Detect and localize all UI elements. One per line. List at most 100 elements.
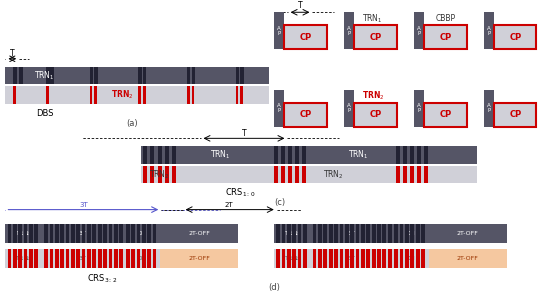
Text: A
P: A P bbox=[487, 103, 490, 113]
Bar bbox=[142, 224, 146, 243]
Bar bbox=[87, 249, 91, 268]
Bar bbox=[93, 224, 96, 243]
Text: 2T-OFF: 2T-OFF bbox=[456, 231, 478, 236]
Bar bbox=[303, 224, 307, 243]
Bar bbox=[5, 224, 42, 243]
Text: DBS: DBS bbox=[36, 109, 54, 118]
Bar bbox=[5, 249, 42, 268]
Bar bbox=[13, 67, 17, 84]
Bar bbox=[281, 166, 284, 183]
Bar bbox=[284, 103, 327, 127]
Text: TRN$_1$: TRN$_1$ bbox=[284, 229, 301, 238]
Bar bbox=[405, 249, 409, 268]
Bar bbox=[383, 224, 386, 243]
Bar bbox=[143, 86, 146, 104]
Bar bbox=[143, 67, 146, 84]
Bar bbox=[410, 166, 414, 183]
Bar bbox=[318, 249, 322, 268]
Bar bbox=[377, 224, 381, 243]
Bar bbox=[388, 249, 392, 268]
Bar bbox=[71, 224, 75, 243]
Bar bbox=[367, 249, 370, 268]
Text: CP: CP bbox=[369, 110, 381, 119]
Bar bbox=[187, 86, 190, 104]
Bar bbox=[410, 224, 414, 243]
Bar bbox=[274, 12, 284, 49]
Bar bbox=[109, 249, 112, 268]
Bar bbox=[98, 224, 101, 243]
Bar bbox=[410, 249, 414, 268]
Bar bbox=[44, 224, 48, 243]
Bar bbox=[19, 67, 22, 84]
Bar bbox=[424, 25, 467, 49]
Bar bbox=[298, 224, 301, 243]
Bar bbox=[403, 146, 407, 164]
Bar bbox=[417, 146, 421, 164]
Bar bbox=[236, 67, 239, 84]
Bar bbox=[287, 224, 290, 243]
Text: ON: ON bbox=[406, 256, 415, 261]
Bar bbox=[405, 224, 409, 243]
Text: A
P: A P bbox=[487, 25, 490, 36]
Bar bbox=[424, 166, 428, 183]
Bar bbox=[172, 166, 176, 183]
Bar bbox=[329, 224, 333, 243]
Bar bbox=[273, 166, 277, 183]
Bar bbox=[46, 67, 50, 84]
Bar bbox=[49, 249, 53, 268]
Bar bbox=[71, 249, 75, 268]
Text: 3T: 3T bbox=[79, 202, 88, 208]
Bar bbox=[49, 224, 53, 243]
Bar bbox=[323, 224, 327, 243]
Bar bbox=[395, 249, 398, 268]
Text: A
P: A P bbox=[417, 103, 421, 113]
Bar bbox=[35, 224, 38, 243]
Bar bbox=[303, 249, 307, 268]
Text: CP: CP bbox=[300, 33, 312, 42]
Bar bbox=[392, 224, 429, 243]
Bar bbox=[87, 224, 91, 243]
Bar bbox=[94, 67, 98, 84]
Text: CRS$_{1:0}$: CRS$_{1:0}$ bbox=[225, 187, 255, 199]
Text: 3T: 3T bbox=[347, 256, 355, 261]
Bar bbox=[114, 224, 118, 243]
Bar bbox=[388, 224, 392, 243]
Bar bbox=[274, 224, 311, 243]
Bar bbox=[399, 249, 403, 268]
Bar bbox=[383, 249, 386, 268]
Bar bbox=[288, 146, 292, 164]
Text: (b): (b) bbox=[405, 148, 417, 157]
Bar bbox=[313, 249, 316, 268]
Bar bbox=[98, 249, 101, 268]
Bar bbox=[66, 224, 70, 243]
Bar bbox=[46, 86, 49, 104]
Text: CP: CP bbox=[509, 110, 521, 119]
Text: ON: ON bbox=[137, 256, 147, 261]
Bar bbox=[410, 146, 414, 164]
Bar bbox=[284, 25, 327, 49]
Bar bbox=[8, 249, 12, 268]
Bar bbox=[19, 224, 22, 243]
Text: T: T bbox=[298, 1, 302, 10]
Bar bbox=[483, 12, 494, 49]
Bar bbox=[24, 249, 27, 268]
Text: TRN$_1$: TRN$_1$ bbox=[348, 149, 369, 161]
Text: 3T: 3T bbox=[347, 231, 355, 236]
Bar bbox=[311, 249, 392, 268]
Bar bbox=[329, 249, 333, 268]
Bar bbox=[119, 249, 123, 268]
Bar bbox=[60, 249, 64, 268]
Text: TRN$_1$: TRN$_1$ bbox=[15, 229, 32, 238]
Bar bbox=[416, 249, 420, 268]
Bar bbox=[142, 249, 146, 268]
Bar bbox=[302, 166, 306, 183]
Text: (d): (d) bbox=[268, 282, 280, 292]
Bar bbox=[76, 224, 80, 243]
Bar bbox=[344, 90, 354, 127]
Bar bbox=[164, 146, 169, 164]
Text: T: T bbox=[242, 129, 246, 138]
Bar bbox=[356, 224, 359, 243]
Text: 2T-OFF: 2T-OFF bbox=[456, 256, 478, 261]
Bar bbox=[414, 90, 424, 127]
Bar bbox=[172, 146, 176, 164]
